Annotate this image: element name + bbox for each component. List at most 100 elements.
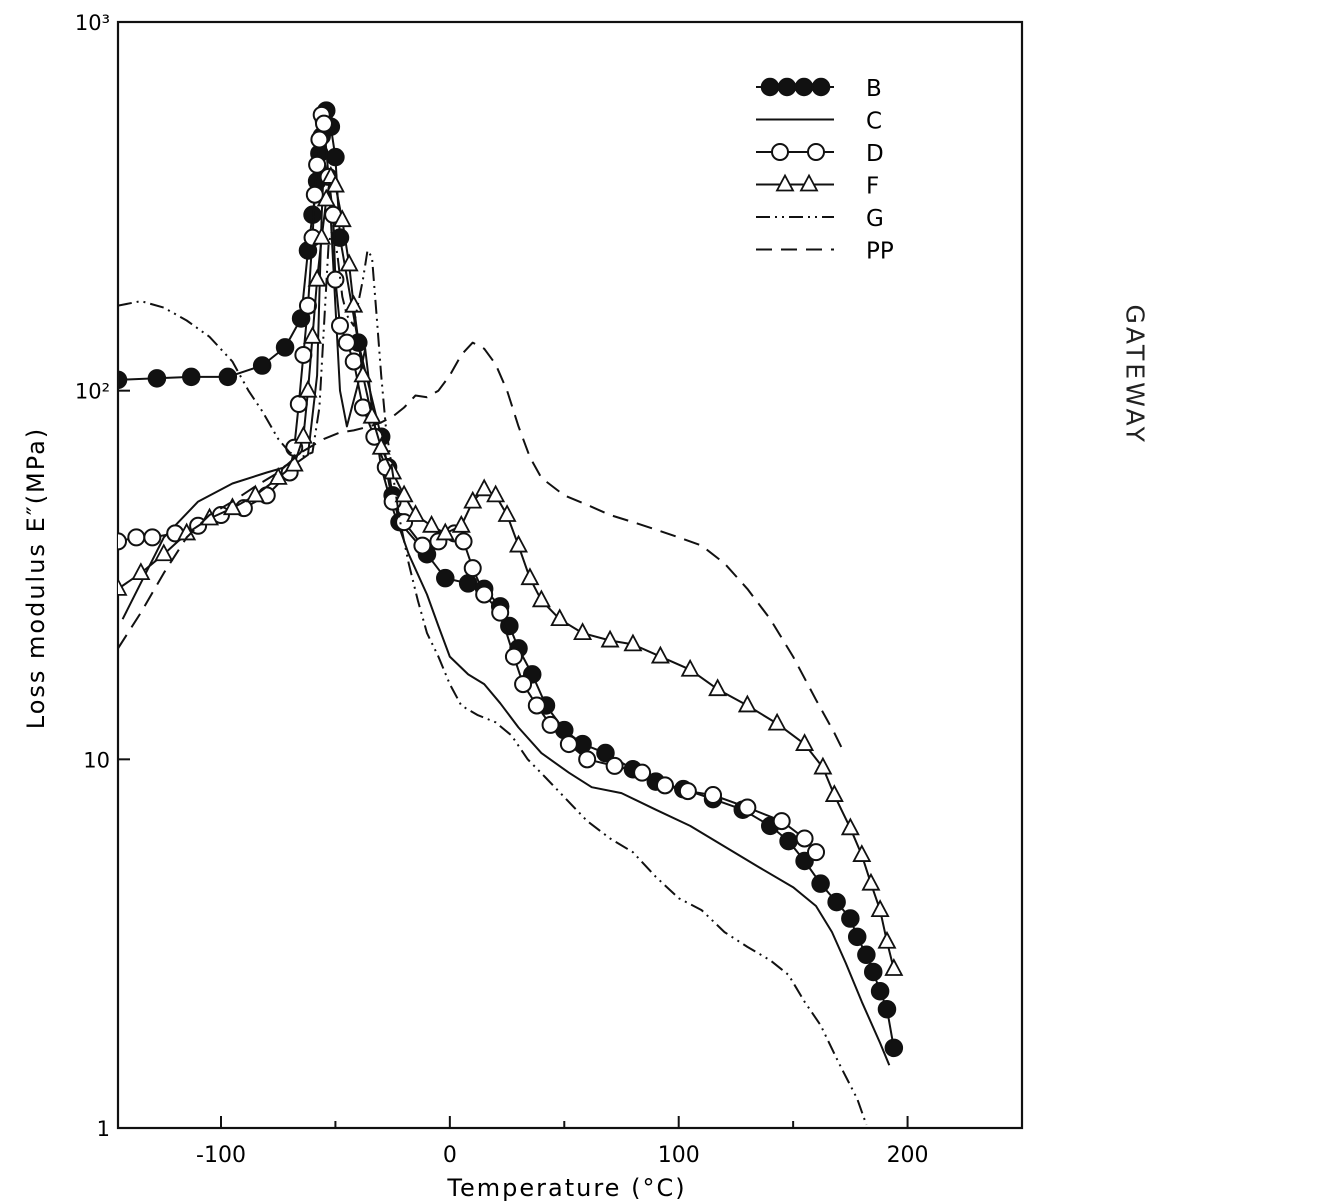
data-point	[497, 504, 517, 522]
data-point	[827, 892, 846, 912]
series-line	[118, 113, 817, 853]
data-point	[362, 405, 382, 424]
data-point	[738, 798, 757, 817]
data-point	[884, 1038, 904, 1058]
data-point	[531, 589, 551, 608]
data-point	[200, 507, 220, 526]
data-point	[475, 585, 494, 604]
data-point	[772, 812, 791, 831]
data-point	[308, 155, 327, 174]
data-point	[767, 712, 787, 731]
legend-item-c: C	[756, 109, 882, 135]
data-point	[841, 909, 860, 928]
data-point	[326, 147, 345, 167]
data-point	[541, 715, 560, 734]
y-tick-label: 10	[83, 748, 110, 772]
data-point	[578, 750, 597, 769]
data-point	[486, 484, 506, 503]
data-point	[294, 345, 313, 364]
data-point	[852, 844, 872, 862]
data-point	[118, 577, 128, 596]
legend-label: B	[866, 76, 882, 102]
data-point	[222, 497, 242, 516]
data-point	[799, 173, 819, 192]
x-axis-label: Temperature (°C)	[446, 1174, 686, 1202]
data-point	[143, 528, 162, 547]
data-point	[877, 999, 897, 1019]
data-point	[307, 268, 327, 287]
data-point	[520, 567, 540, 586]
y-axis-label: Loss modulus E″(MPa)	[22, 427, 50, 729]
data-point	[600, 629, 620, 648]
data-point	[463, 559, 482, 578]
data-point	[870, 981, 890, 1001]
data-point	[623, 633, 643, 652]
data-point	[573, 622, 593, 640]
data-point	[147, 369, 167, 388]
data-point	[344, 294, 364, 313]
legend-item-d: D	[756, 141, 884, 167]
data-point	[771, 143, 789, 161]
data-point	[371, 436, 391, 455]
data-point	[413, 536, 432, 555]
data-point	[704, 786, 723, 805]
series-line	[118, 109, 895, 1048]
data-point	[760, 77, 780, 97]
series-b	[118, 101, 904, 1058]
data-point	[863, 962, 883, 982]
data-point	[298, 379, 318, 398]
data-point	[491, 603, 510, 622]
data-point	[678, 782, 697, 801]
y-tick-label: 10³	[75, 11, 110, 35]
data-point	[131, 562, 151, 581]
data-point	[245, 484, 265, 503]
legend-item-f: F	[756, 174, 879, 200]
data-point	[857, 945, 876, 965]
y-axis: 1 10 10² 10³	[75, 11, 130, 1141]
data-point	[330, 316, 349, 335]
series-line	[121, 159, 891, 1066]
data-point	[777, 77, 797, 97]
data-point	[811, 77, 831, 97]
legend-item-b: B	[756, 76, 882, 102]
data-point	[509, 534, 529, 553]
x-axis: -100 0 100 200	[196, 1116, 929, 1168]
data-point	[847, 927, 867, 947]
series-d	[118, 105, 826, 862]
data-point	[154, 543, 174, 562]
data-point	[337, 333, 356, 352]
data-point	[118, 370, 128, 390]
data-point	[406, 504, 426, 522]
plot-frame	[116, 20, 1024, 1130]
data-point	[218, 367, 238, 387]
data-point	[779, 831, 798, 851]
data-point	[794, 77, 814, 97]
series-g	[118, 224, 868, 1126]
data-point	[275, 338, 295, 357]
data-point	[559, 735, 578, 754]
series-layer	[118, 101, 904, 1126]
data-point	[527, 696, 546, 715]
data-point	[181, 367, 201, 387]
data-point	[504, 647, 523, 666]
data-point	[840, 817, 860, 836]
x-tick-label: 200	[887, 1143, 929, 1168]
data-point	[813, 756, 833, 775]
data-point	[877, 930, 897, 949]
data-point	[314, 114, 333, 133]
data-point	[305, 185, 324, 204]
data-point	[514, 675, 533, 694]
data-point	[737, 694, 757, 713]
data-point	[458, 574, 478, 593]
legend-label: F	[866, 174, 879, 200]
data-point	[422, 514, 442, 533]
data-point	[605, 756, 624, 775]
legend-item-g: G	[756, 206, 884, 232]
series-f	[118, 166, 904, 976]
data-point	[325, 174, 345, 193]
data-point	[118, 532, 127, 551]
data-point	[332, 209, 352, 228]
data-point	[861, 872, 881, 891]
